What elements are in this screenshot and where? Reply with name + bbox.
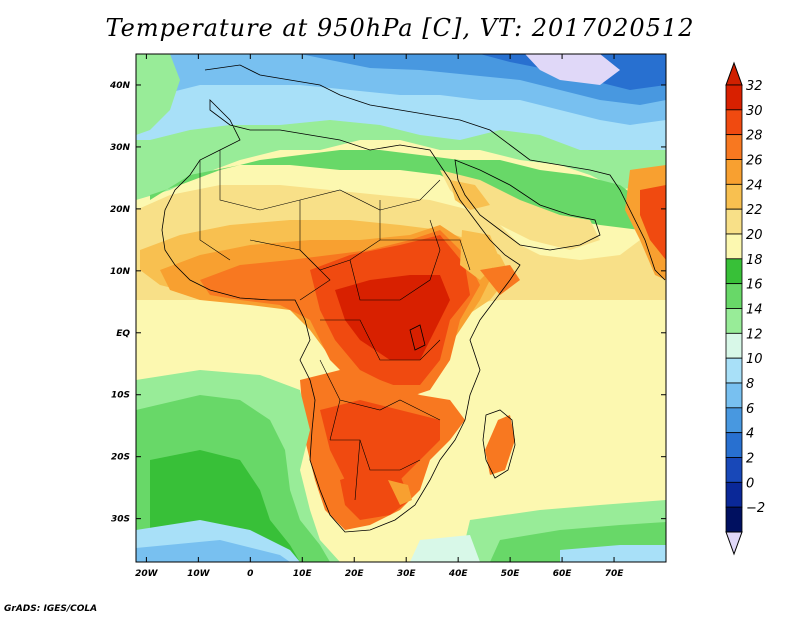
colorbar-label: 20 — [746, 228, 763, 243]
lon-tick-label: 10E — [293, 569, 313, 579]
lat-tick-label: 10N — [110, 267, 131, 277]
lon-tick-label: 30E — [397, 569, 417, 579]
colorbar-label: 4 — [746, 427, 754, 442]
colorbar-swatch — [725, 233, 743, 260]
colorbar-swatch — [725, 407, 743, 434]
lon-tick-label: 50E — [501, 569, 521, 579]
colorbar-label: 30 — [746, 104, 763, 119]
lon-tick-label: 20E — [345, 569, 365, 579]
colorbar-swatch — [725, 208, 743, 235]
colorbar-label: 22 — [746, 203, 763, 218]
lon-tick-label: 40E — [448, 569, 469, 579]
colorbar-swatch — [725, 134, 743, 160]
lat-tick-label: EQ — [116, 329, 130, 339]
colorbar-swatch — [725, 432, 743, 458]
colorbar-swatch — [725, 84, 743, 111]
map-title: Temperature at 950hPa [C], VT: 201702051… — [105, 14, 695, 42]
colorbar-label: 8 — [746, 377, 754, 392]
colorbar-label: 2 — [746, 452, 754, 467]
colorbar-label: 18 — [746, 253, 763, 268]
lat-tick-label: 30N — [110, 143, 131, 153]
colorbar-swatch — [725, 357, 743, 384]
credit-text: GrADS: IGES/COLA — [4, 604, 98, 614]
country-borders — [199, 150, 471, 501]
lon-tick-label: 20W — [135, 569, 159, 579]
colorbar-swatch — [725, 332, 743, 359]
longitude-axis: 20W 10W 0 10E 20E 30E 40E 50E 60E 70E — [135, 54, 624, 579]
colorbar-label: −2 — [746, 501, 765, 516]
colorbar-swatch — [725, 258, 743, 285]
lat-tick-label: 40N — [109, 81, 131, 91]
lat-tick-label: 30S — [111, 515, 130, 525]
colorbar-swatch — [725, 159, 743, 185]
latitude-axis: 40N 30N 20N 10N EQ 10S 20S 30S — [109, 81, 666, 525]
temperature-field — [136, 54, 666, 562]
colorbar-label: 6 — [746, 402, 754, 417]
colorbar-swatch — [725, 183, 743, 210]
colorbar-swatch — [725, 283, 743, 309]
colorbar-swatch — [725, 382, 743, 409]
colorbar-label: 10 — [746, 352, 763, 367]
colorbar-swatch — [725, 457, 743, 483]
colorbar-label: 0 — [746, 476, 754, 491]
colorbar-bottom-triangle — [725, 531, 743, 556]
lon-tick-label: 60E — [553, 569, 573, 579]
colorbar-swatch — [725, 506, 743, 533]
colorbar-label: 32 — [746, 79, 763, 94]
lon-tick-label: 10W — [187, 569, 211, 579]
colorbar-label: 12 — [746, 327, 763, 342]
lat-tick-label: 10S — [111, 391, 130, 401]
coastlines — [161, 64, 666, 533]
colorbar-label: 28 — [746, 129, 763, 144]
colorbar-swatch — [725, 481, 743, 508]
colorbar-top-triangle — [725, 61, 743, 86]
colorbar-label: 14 — [746, 303, 763, 318]
lat-tick-label: 20S — [111, 453, 130, 463]
colorbar-label: 26 — [746, 154, 763, 169]
colorbar-swatch — [725, 308, 743, 334]
colorbar-label: 16 — [746, 278, 763, 293]
colorbar-label: 24 — [746, 178, 763, 193]
map-frame — [135, 53, 667, 563]
lon-tick-label: 0 — [247, 569, 253, 579]
lat-tick-label: 20N — [110, 205, 131, 215]
lon-tick-label: 70E — [605, 569, 625, 579]
colorbar-swatch — [725, 109, 743, 136]
